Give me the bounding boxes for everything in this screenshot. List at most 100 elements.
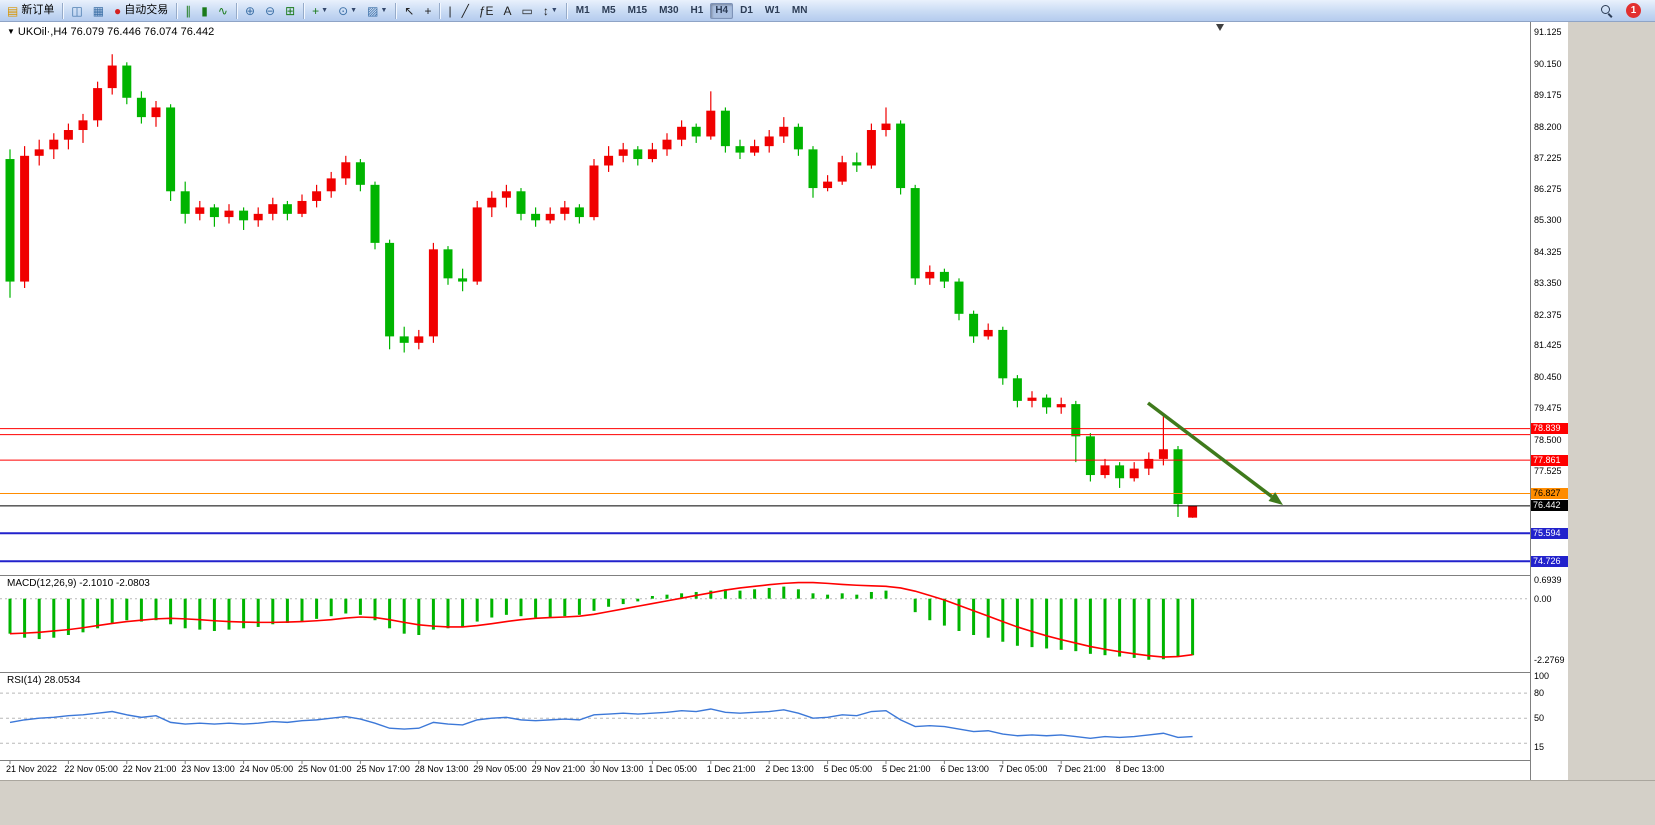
toolbar-separator [439, 2, 441, 19]
text-button[interactable]: A [500, 2, 516, 20]
time-axis-label: 24 Nov 05:00 [239, 764, 294, 774]
time-ticks [9, 760, 1121, 764]
timeframe-m15[interactable]: M15 [623, 3, 652, 19]
zoom-in-icon: ⊕ [244, 3, 256, 18]
toolbar-separator [176, 2, 178, 19]
auto-trading-button[interactable]: ● 自动交易 [110, 2, 172, 20]
price-axis-label: 77.525 [1534, 466, 1562, 476]
price-axis-label: 87.225 [1534, 153, 1562, 164]
status-bar [0, 780, 1655, 825]
time-axis-label: 1 Dec 21:00 [706, 764, 756, 774]
price-axis-label: 84.325 [1534, 246, 1562, 257]
time-axis-label: 5 Dec 05:00 [823, 764, 873, 774]
price-axis[interactable]: 91.125 90.150 89.175 88.200 87.225 86.275 85.3… [1530, 22, 1568, 780]
arrows-icon: ↕ [542, 3, 549, 18]
symbol-quote-line: ▼ UKOil·,H4 76.079 76.446 76.074 76.442 [7, 26, 214, 38]
chevron-down-icon[interactable]: ▼ [550, 7, 558, 14]
chevron-down-icon[interactable]: ▼ [7, 27, 15, 36]
timeframe-h4[interactable]: H4 [710, 2, 734, 19]
tile-windows-button[interactable]: ⊞ [281, 2, 299, 20]
timeframe-m30[interactable]: M30 [654, 3, 683, 19]
chart-shift-marker[interactable] [1216, 24, 1224, 31]
chart-window-icon: ◫ [71, 3, 83, 18]
time-axis-label: 2 Dec 13:00 [765, 764, 814, 774]
candles-layer [5, 54, 1198, 518]
right-panel-margin [1568, 22, 1655, 780]
quote-text: UKOil·,H4 76.079 76.446 76.074 76.442 [17, 26, 215, 38]
timeframe-d1[interactable]: D1 [735, 3, 758, 19]
time-axis-label: 7 Dec 21:00 [1057, 764, 1106, 774]
timeframe-m5[interactable]: M5 [597, 3, 621, 19]
trendline-button[interactable]: ╱ [458, 2, 473, 20]
indicators-button[interactable]: + ▼ [308, 2, 332, 20]
price-axis-label: 85.300 [1534, 215, 1562, 226]
tile-windows-icon: ⊞ [285, 3, 296, 18]
candlestick-chart-icon: ▮ [201, 3, 208, 18]
zoom-out-button[interactable]: ⊖ [261, 2, 279, 20]
price-axis-label: 78.500 [1534, 434, 1562, 445]
price-badge-74.726: 74.726 [1531, 555, 1568, 567]
bar-chart-button[interactable]: ∥ [181, 2, 195, 20]
timeframe-m1[interactable]: M1 [571, 3, 595, 19]
time-axis-label: 1 Dec 05:00 [648, 764, 697, 774]
timeframe-mn[interactable]: MN [787, 3, 813, 19]
toolbar-separator [235, 2, 237, 19]
fibonacci-button[interactable]: ƒE [475, 2, 498, 20]
pane-separators [0, 575, 1530, 761]
price-badge-76.827: 76.827 [1531, 488, 1568, 500]
price-axis-label: 89.175 [1534, 90, 1562, 101]
time-axis-label: 25 Nov 01:00 [298, 764, 352, 774]
main-toolbar: ▤ 新订单 ◫ ▦ ● 自动交易 ∥ ▮ ∿ ⊕ ⊖ ⊞ + ▼ ⊙ ▼ ▨ ▼ ↖ + | ╱ ƒE A ▭ ↕ ▼ M1 M5 M15… [0, 0, 1655, 22]
profiles-icon: ▦ [92, 3, 105, 18]
time-axis-label: 29 Nov 05:00 [473, 764, 527, 774]
new-order-button[interactable]: ▤ 新订单 [3, 2, 58, 20]
rsi-axis-label: 50 [1534, 713, 1545, 724]
chart-window-button[interactable]: ◫ [67, 2, 86, 20]
rsi-line [9, 708, 1193, 739]
timeframe-h1[interactable]: H1 [686, 3, 709, 19]
candlestick-chart-button[interactable]: ▮ [197, 2, 212, 20]
rsi-axis-label: 100 [1534, 671, 1550, 682]
text-label-button[interactable]: ▭ [518, 2, 537, 20]
objects-icon: ▨ [367, 3, 379, 18]
crosshair-button[interactable]: + [420, 2, 435, 20]
profiles-button[interactable]: ▦ [89, 2, 108, 20]
text-label-icon: ▭ [521, 3, 533, 18]
chart-pane[interactable]: ▼ UKOil·,H4 76.079 76.446 76.074 76.442 M… [0, 22, 1530, 780]
cursor-button[interactable]: ↖ [400, 2, 418, 20]
crosshair-icon: + [424, 3, 432, 18]
line-chart-button[interactable]: ∿ [214, 2, 232, 20]
arrows-button[interactable]: ↕ ▼ [539, 2, 562, 20]
search-button[interactable] [1596, 2, 1617, 20]
time-axis-label: 22 Nov 05:00 [64, 764, 118, 774]
toolbar-separator [565, 2, 567, 19]
time-axis-label: 21 Nov 2022 [6, 764, 58, 774]
macd-label: MACD(12,26,9) -2.1010 -2.0803 [7, 578, 150, 589]
chevron-down-icon[interactable]: ▼ [350, 7, 358, 14]
cycles-icon: ⊙ [338, 3, 349, 18]
horizontal-lines-layer[interactable] [0, 428, 1530, 563]
time-axis-label: 22 Nov 21:00 [122, 764, 177, 774]
chevron-down-icon[interactable]: ▼ [321, 7, 329, 14]
cycles-button[interactable]: ⊙ ▼ [334, 2, 361, 20]
trend-arrow[interactable] [1146, 401, 1283, 505]
rsi-label: RSI(14) 28.0534 [7, 675, 81, 686]
fibonacci-icon: ƒE [478, 3, 494, 18]
chart-canvas[interactable] [0, 22, 1530, 780]
toolbar-separator [303, 2, 305, 19]
zoom-in-button[interactable]: ⊕ [241, 2, 259, 20]
chevron-down-icon[interactable]: ▼ [380, 7, 388, 14]
price-axis-label: 82.375 [1534, 309, 1562, 320]
rsi-pane [0, 692, 1530, 744]
vertical-line-button[interactable]: | [444, 2, 455, 20]
vertical-line-icon: | [448, 3, 452, 18]
notification-badge[interactable]: 1 [1626, 3, 1641, 18]
price-axis-label: 83.350 [1534, 278, 1562, 289]
time-axis[interactable]: 21 Nov 2022 22 Nov 05:00 22 Nov 21:00 23 No… [0, 760, 1530, 780]
price-axis-label: 86.275 [1534, 183, 1562, 194]
price-axis-label: 91.125 [1534, 27, 1562, 38]
objects-button[interactable]: ▨ ▼ [363, 2, 391, 20]
macd-histogram [8, 586, 1195, 660]
timeframe-w1[interactable]: W1 [760, 3, 785, 19]
